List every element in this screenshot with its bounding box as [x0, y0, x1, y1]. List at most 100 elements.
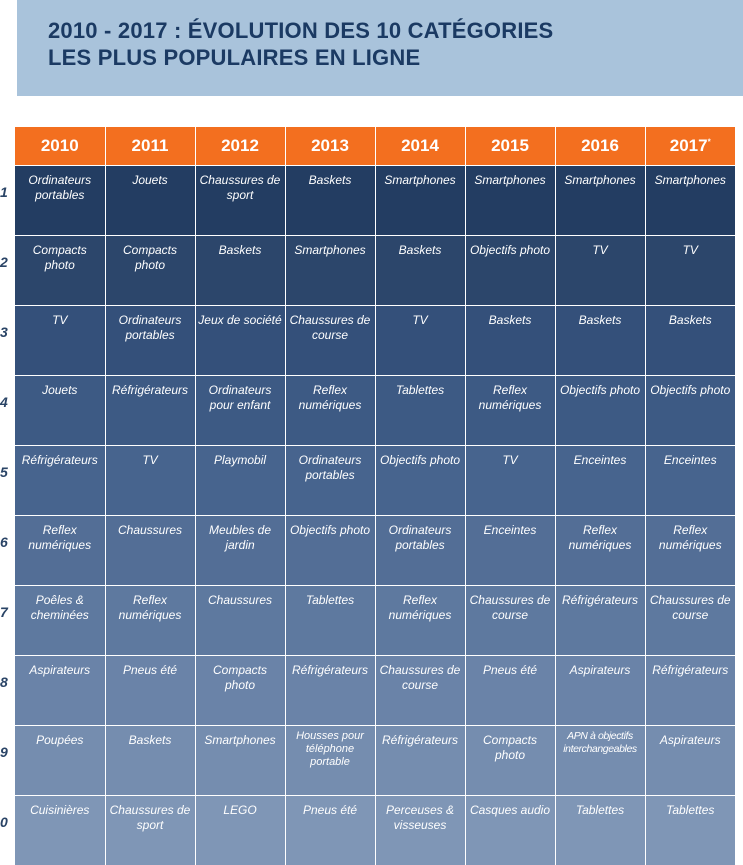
- category-cell: Reflex numériques: [15, 516, 105, 586]
- rank-number: 4: [0, 394, 12, 410]
- rank-number: 6: [0, 534, 12, 550]
- category-cell: Baskets: [555, 306, 645, 376]
- year-header: 2014: [375, 127, 465, 166]
- rank-number: 1: [0, 184, 12, 200]
- year-header: 2017*: [645, 127, 735, 166]
- partial-year-marker: *: [708, 137, 711, 146]
- category-cell: Baskets: [195, 236, 285, 306]
- category-cell: TV: [105, 446, 195, 516]
- category-cell: Baskets: [465, 306, 555, 376]
- category-cell: Smartphones: [375, 166, 465, 236]
- category-cell: Pneus été: [105, 656, 195, 726]
- year-label: 2010: [41, 136, 79, 155]
- year-header: 2010: [15, 127, 105, 166]
- category-cell: Réfrigérateurs: [15, 446, 105, 516]
- category-cell: Reflex numériques: [645, 516, 735, 586]
- category-cell: TV: [465, 446, 555, 516]
- category-cell: TV: [555, 236, 645, 306]
- rank-number: 9: [0, 744, 12, 760]
- category-cell: Compacts photo: [465, 726, 555, 796]
- year-label: 2016: [581, 136, 619, 155]
- category-cell: Poupées: [15, 726, 105, 796]
- category-cell: Réfrigérateurs: [105, 376, 195, 446]
- year-header: 2016: [555, 127, 645, 166]
- category-cell: Reflex numériques: [555, 516, 645, 586]
- category-cell: Objectifs photo: [645, 376, 735, 446]
- category-cell: Playmobil: [195, 446, 285, 516]
- year-label: 2011: [132, 136, 169, 155]
- category-cell: Objectifs photo: [285, 516, 375, 586]
- category-cell: Ordinateurs portables: [105, 306, 195, 376]
- category-cell: Chaussures de sport: [195, 166, 285, 236]
- category-cell: Housses pour téléphone portable: [285, 726, 375, 796]
- rank-number: 5: [0, 464, 12, 480]
- category-cell: Aspirateurs: [555, 656, 645, 726]
- category-cell: Aspirateurs: [15, 656, 105, 726]
- category-cell: Smartphones: [195, 726, 285, 796]
- year-header: 2011: [105, 127, 195, 166]
- category-cell: Objectifs photo: [375, 446, 465, 516]
- category-cell: Chaussures de course: [645, 586, 735, 656]
- category-cell: Smartphones: [555, 166, 645, 236]
- category-cell: Chaussures de course: [285, 306, 375, 376]
- category-cell: TV: [645, 236, 735, 306]
- year-header-row: 2010 2011 2012 2013 2014 2015 2016 2017*: [15, 127, 735, 166]
- category-cell: Objectifs photo: [555, 376, 645, 446]
- category-cell: Jouets: [15, 376, 105, 446]
- category-cell: Réfrigérateurs: [555, 586, 645, 656]
- category-cell: TV: [375, 306, 465, 376]
- category-cell: Jouets: [105, 166, 195, 236]
- year-label: 2013: [311, 136, 349, 155]
- rank-number: 2: [0, 254, 12, 270]
- category-cell: Enceintes: [555, 446, 645, 516]
- category-cell: Chaussures de course: [465, 586, 555, 656]
- page-title-line-1: 2010 - 2017 : ÉVOLUTION DES 10 CATÉGORIE…: [48, 18, 553, 44]
- year-label: 2015: [491, 136, 529, 155]
- category-cell: Ordinateurs pour enfant: [195, 376, 285, 446]
- year-header: 2013: [285, 127, 375, 166]
- category-cell: Compacts photo: [105, 236, 195, 306]
- category-cell: Baskets: [375, 236, 465, 306]
- category-cell: Chaussures: [105, 516, 195, 586]
- year-header: 2012: [195, 127, 285, 166]
- category-cell: Reflex numériques: [465, 376, 555, 446]
- year-label: 2017: [670, 136, 708, 155]
- rank-number: 3: [0, 324, 12, 340]
- category-cell: Smartphones: [285, 236, 375, 306]
- category-cell: Casques audio: [465, 796, 555, 865]
- category-cell: Cuisinières: [15, 796, 105, 865]
- category-cell: Baskets: [645, 306, 735, 376]
- ranking-table: 2010 2011 2012 2013 2014 2015 2016 2017* Ordina…: [15, 127, 735, 865]
- category-cell: Enceintes: [645, 446, 735, 516]
- category-cell: APN à objectifs interchangeables: [555, 726, 645, 796]
- year-header: 2015: [465, 127, 555, 166]
- category-cell: Reflex numériques: [375, 586, 465, 656]
- category-cell: Enceintes: [465, 516, 555, 586]
- category-cell: Chaussures de course: [375, 656, 465, 726]
- category-cell: Objectifs photo: [465, 236, 555, 306]
- rank-number: 7: [0, 604, 12, 620]
- category-cell: Pneus été: [285, 796, 375, 865]
- category-cell: Compacts photo: [195, 656, 285, 726]
- category-cell: Réfrigérateurs: [375, 726, 465, 796]
- category-cell: Réfrigérateurs: [645, 656, 735, 726]
- year-label: 2012: [221, 136, 259, 155]
- category-cell: Baskets: [105, 726, 195, 796]
- year-label: 2014: [401, 136, 439, 155]
- category-cell: Reflex numériques: [105, 586, 195, 656]
- category-cell: Tablettes: [285, 586, 375, 656]
- category-cell: Smartphones: [645, 166, 735, 236]
- page-title-line-2: LES PLUS POPULAIRES EN LIGNE: [48, 45, 420, 71]
- category-cell: Chaussures de sport: [105, 796, 195, 865]
- category-cell: Aspirateurs: [645, 726, 735, 796]
